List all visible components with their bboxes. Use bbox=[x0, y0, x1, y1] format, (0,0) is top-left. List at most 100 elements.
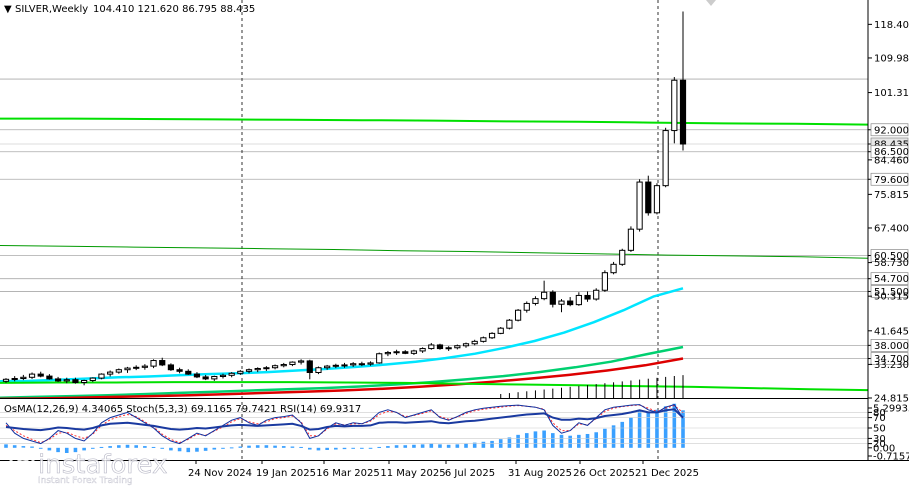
candle bbox=[341, 362, 348, 368]
time-axis: 24 Nov 2024 19 Jan 2025 16 Mar 2025 11 May … bbox=[188, 460, 699, 479]
candle bbox=[601, 270, 608, 292]
osma-bar bbox=[611, 425, 616, 448]
ma-line-5 bbox=[0, 357, 684, 398]
candle bbox=[506, 319, 513, 330]
candle bbox=[367, 361, 374, 366]
osma-bar bbox=[438, 444, 442, 448]
osma-bar bbox=[90, 447, 95, 449]
moving-averages bbox=[0, 117, 868, 398]
level-tag bbox=[870, 145, 909, 159]
candle bbox=[402, 350, 409, 355]
level-tag bbox=[870, 352, 909, 365]
osma-bar bbox=[551, 433, 555, 448]
ma-line-4 bbox=[0, 345, 684, 398]
x-tick-label: 19 Jan 2025 bbox=[256, 468, 316, 479]
volume-bars bbox=[500, 375, 684, 398]
osma-bar bbox=[134, 445, 138, 448]
osma-bar bbox=[637, 411, 642, 448]
osma-bar bbox=[64, 447, 69, 453]
candle bbox=[488, 332, 496, 339]
candle bbox=[376, 352, 383, 364]
candle bbox=[619, 248, 626, 266]
candle bbox=[332, 363, 339, 369]
candle bbox=[115, 368, 122, 374]
candle bbox=[133, 365, 140, 371]
osma-bar bbox=[342, 447, 347, 450]
y-tick-label: 79.600 bbox=[874, 175, 909, 186]
osma-bar bbox=[38, 447, 43, 449]
osma-bar bbox=[524, 433, 529, 448]
osma-bar bbox=[568, 435, 572, 448]
candle bbox=[454, 344, 461, 350]
osma-bar bbox=[203, 447, 208, 451]
osma-bar bbox=[368, 447, 373, 449]
candle bbox=[358, 361, 365, 367]
candle bbox=[54, 376, 62, 383]
candles bbox=[2, 11, 687, 386]
indicator-pane bbox=[0, 403, 868, 453]
candle bbox=[193, 372, 201, 379]
candle bbox=[584, 291, 591, 302]
candle bbox=[219, 373, 227, 379]
candle bbox=[662, 127, 669, 188]
candle bbox=[46, 374, 53, 380]
y-tick-label: 92.000 bbox=[874, 125, 909, 136]
osma-bar bbox=[429, 443, 434, 448]
y-tick-label: 24.815 bbox=[874, 394, 909, 405]
osma-bar bbox=[12, 445, 17, 448]
candle bbox=[124, 366, 131, 373]
osma-bar bbox=[273, 445, 277, 448]
osma-bar bbox=[663, 406, 668, 448]
candle bbox=[315, 366, 322, 375]
osma-bar bbox=[82, 447, 86, 451]
osma-bar bbox=[221, 447, 225, 449]
y-tick-label: 34.700 bbox=[874, 354, 909, 365]
candle bbox=[72, 377, 79, 384]
candle bbox=[20, 374, 27, 381]
osma-bar bbox=[21, 446, 26, 448]
osma-bar bbox=[481, 441, 486, 448]
candle bbox=[497, 326, 504, 335]
osma-bar bbox=[238, 446, 243, 448]
scroll-marker-icon[interactable] bbox=[706, 0, 716, 6]
osma-bar bbox=[490, 440, 494, 448]
candle bbox=[324, 364, 331, 370]
logo-brand: instaforex bbox=[38, 450, 167, 480]
osma-bar bbox=[290, 446, 295, 448]
osma-bar bbox=[195, 447, 199, 452]
osma-bar bbox=[169, 447, 173, 451]
candle bbox=[393, 349, 400, 355]
osma-bar bbox=[420, 444, 425, 448]
header-arrow-icon[interactable]: ▼ bbox=[4, 4, 12, 15]
candle bbox=[593, 288, 600, 301]
price-axis: 118.400 109.985 101.315 92.000 88.43586.5008… bbox=[868, 20, 909, 405]
osc-tick-label: 5.29935 bbox=[873, 404, 909, 415]
level-tag bbox=[870, 172, 909, 186]
candle bbox=[350, 362, 357, 367]
y-tick-label: 101.315 bbox=[874, 88, 909, 99]
y-tick-label: 54.700 bbox=[874, 274, 909, 285]
candle bbox=[653, 183, 661, 215]
candle bbox=[254, 367, 261, 373]
candle bbox=[263, 366, 270, 371]
osma-bar bbox=[516, 434, 520, 448]
level-tag bbox=[870, 272, 909, 286]
ma-line-2 bbox=[0, 245, 868, 259]
candle bbox=[211, 375, 218, 381]
candle bbox=[280, 362, 287, 368]
y-tick-label: 84.460 bbox=[874, 155, 909, 166]
osc-tick-label: 20 bbox=[873, 439, 886, 450]
x-tick-label: 21 Dec 2025 bbox=[635, 468, 699, 479]
candle bbox=[89, 377, 96, 383]
osma-bar bbox=[30, 446, 34, 448]
candle bbox=[150, 359, 157, 369]
osma-bar bbox=[655, 409, 659, 448]
indicator-header: OsMA(12,26,9) 4.34065 Stoch(5,3,3) 69.11… bbox=[4, 404, 361, 415]
osma-bar bbox=[264, 445, 269, 448]
osma-bar bbox=[507, 437, 512, 448]
osma-bar bbox=[325, 447, 329, 450]
logo-globe-icon bbox=[9, 447, 35, 473]
x-tick-label: 24 Nov 2024 bbox=[188, 468, 252, 479]
level-tag bbox=[870, 249, 909, 262]
